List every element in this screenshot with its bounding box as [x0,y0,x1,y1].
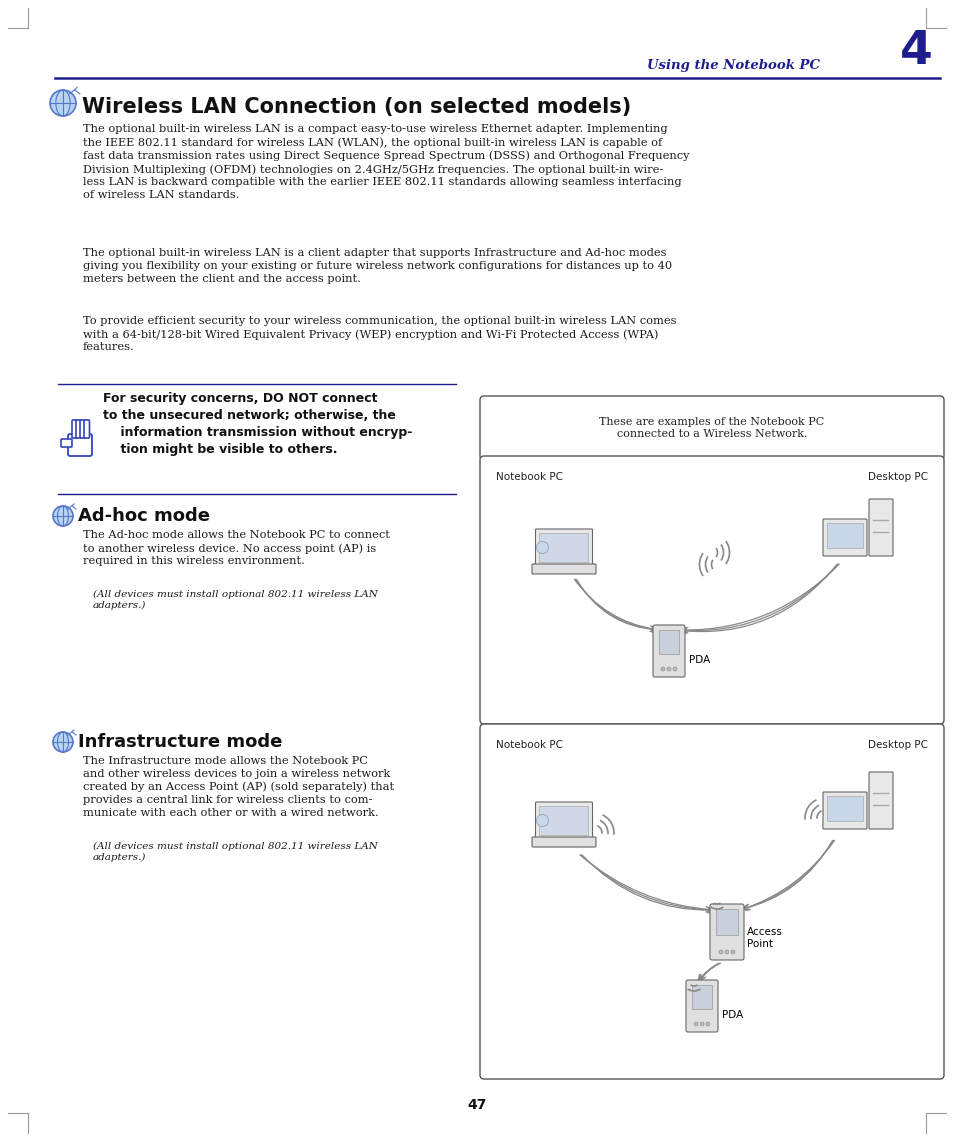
FancyBboxPatch shape [822,792,866,830]
FancyBboxPatch shape [532,564,596,574]
Circle shape [660,667,664,671]
FancyBboxPatch shape [868,772,892,830]
Text: The Ad-hoc mode allows the Notebook PC to connect
to another wireless device. No: The Ad-hoc mode allows the Notebook PC t… [83,531,390,566]
Circle shape [666,667,670,671]
FancyBboxPatch shape [479,396,943,460]
FancyBboxPatch shape [868,499,892,556]
FancyBboxPatch shape [68,434,91,456]
Text: 47: 47 [467,1098,486,1112]
Text: For security concerns, DO NOT connect
to the unsecured network; otherwise, the
 : For security concerns, DO NOT connect to… [103,393,412,456]
Text: To provide efficient security to your wireless communication, the optional built: To provide efficient security to your wi… [83,316,676,353]
Circle shape [730,950,734,954]
FancyBboxPatch shape [535,802,592,839]
FancyBboxPatch shape [539,806,588,835]
Text: Desktop PC: Desktop PC [867,472,927,482]
Circle shape [672,667,677,671]
FancyBboxPatch shape [691,985,711,1009]
Text: Ad-hoc mode: Ad-hoc mode [78,507,210,525]
Text: Access
Point: Access Point [746,928,782,949]
Circle shape [50,90,76,116]
Text: (All devices must install optional 802.11 wireless LAN
adapters.): (All devices must install optional 802.1… [92,842,377,863]
Text: The optional built-in wireless LAN is a client adapter that supports Infrastruct: The optional built-in wireless LAN is a … [83,248,672,284]
Circle shape [700,1022,703,1026]
Text: PDA: PDA [721,1010,742,1020]
Circle shape [53,733,73,752]
Circle shape [705,1022,709,1026]
Text: (All devices must install optional 802.11 wireless LAN
adapters.): (All devices must install optional 802.1… [92,590,377,610]
FancyBboxPatch shape [535,529,592,566]
Circle shape [536,815,548,826]
Circle shape [693,1022,698,1026]
FancyBboxPatch shape [685,980,718,1031]
Text: The Infrastructure mode allows the Notebook PC
and other wireless devices to joi: The Infrastructure mode allows the Noteb… [83,756,394,818]
FancyBboxPatch shape [61,439,71,447]
FancyBboxPatch shape [532,837,596,847]
FancyBboxPatch shape [652,625,684,677]
FancyBboxPatch shape [479,456,943,725]
Text: PDA: PDA [688,655,709,665]
Text: Desktop PC: Desktop PC [867,741,927,750]
Text: Wireless LAN Connection (on selected models): Wireless LAN Connection (on selected mod… [82,97,631,118]
FancyBboxPatch shape [84,420,90,438]
FancyBboxPatch shape [71,420,77,438]
Text: Infrastructure mode: Infrastructure mode [78,733,282,751]
FancyBboxPatch shape [80,420,86,438]
FancyBboxPatch shape [826,523,862,548]
Text: Notebook PC: Notebook PC [496,741,562,750]
Circle shape [724,950,728,954]
Circle shape [53,505,73,526]
FancyBboxPatch shape [659,630,679,654]
Text: These are examples of the Notebook PC
connected to a Wireless Network.: These are examples of the Notebook PC co… [598,418,823,439]
FancyBboxPatch shape [716,909,738,934]
FancyBboxPatch shape [826,796,862,822]
Text: 4: 4 [899,29,932,74]
Text: The optional built-in wireless LAN is a compact easy-to-use wireless Ethernet ad: The optional built-in wireless LAN is a … [83,124,689,201]
FancyBboxPatch shape [539,533,588,563]
Text: Notebook PC: Notebook PC [496,472,562,482]
FancyBboxPatch shape [76,420,81,438]
FancyBboxPatch shape [709,904,743,960]
Circle shape [536,542,548,553]
Circle shape [719,950,722,954]
FancyBboxPatch shape [479,725,943,1079]
FancyBboxPatch shape [822,519,866,556]
Text: Using the Notebook PC: Using the Notebook PC [646,59,820,72]
